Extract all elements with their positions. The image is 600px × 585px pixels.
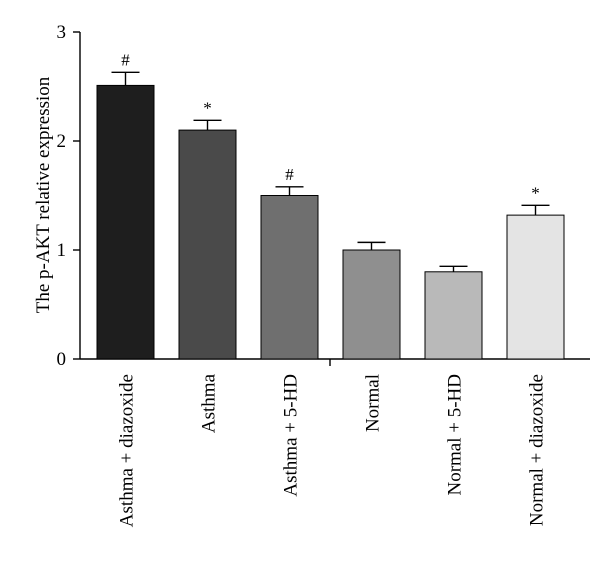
bar-3 (342, 249, 401, 360)
axes (79, 32, 590, 366)
annotation-1: * (203, 98, 212, 117)
category-label-0: Asthma + diazoxide (117, 374, 138, 527)
category-label-5: Normal + diazoxide (527, 374, 548, 526)
significance-annotations: # * # * (121, 50, 540, 202)
annotation-2: # (285, 165, 294, 184)
category-label-2: Asthma + 5-HD (281, 374, 302, 497)
bar-1 (178, 129, 237, 360)
y-tick-label-0: 0 (57, 349, 67, 370)
annotation-5: * (531, 183, 540, 202)
bar-5 (506, 214, 565, 360)
category-label-4: Normal + 5-HD (445, 374, 466, 496)
category-labels: Asthma + diazoxide Asthma Asthma + 5-HD Nor… (117, 373, 548, 527)
bar-0 (96, 84, 155, 360)
y-axis-ticks: 0 1 2 3 (57, 22, 80, 370)
annotation-0: # (121, 50, 130, 69)
y-tick-label-2: 2 (57, 131, 67, 152)
bar-2 (260, 195, 319, 360)
category-label-1: Asthma (199, 373, 220, 433)
y-tick-label-3: 3 (57, 22, 67, 43)
category-label-3: Normal (363, 374, 384, 432)
y-axis-label: The p-AKT relative expression (33, 76, 54, 313)
bar-4 (424, 271, 483, 360)
bars (96, 84, 565, 360)
y-tick-label-1: 1 (57, 240, 67, 261)
error-bars (111, 71, 550, 272)
